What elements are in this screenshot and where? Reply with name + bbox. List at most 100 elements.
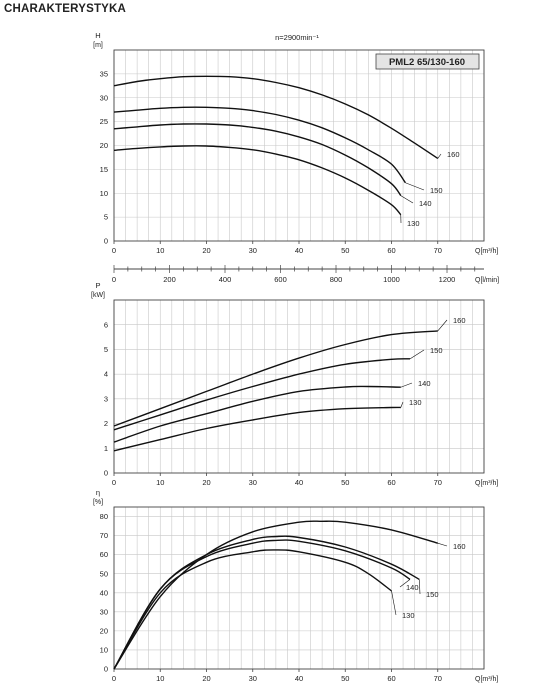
secondary-x-tick-label: 1000 xyxy=(383,275,400,284)
x-tick-label: 30 xyxy=(249,246,257,255)
series-curve-160 xyxy=(113,330,438,427)
x-tick-label: 10 xyxy=(156,674,164,683)
x-tick-label: 0 xyxy=(112,478,116,487)
series-label-130: 130 xyxy=(402,611,415,620)
series-label-leader xyxy=(409,349,425,360)
x-axis-label: Q[m³/h] xyxy=(475,480,498,487)
y-tick-label: 70 xyxy=(100,531,108,540)
y-tick-label: 30 xyxy=(100,93,108,102)
y-tick-label: 60 xyxy=(100,550,108,559)
series-label-160: 160 xyxy=(453,542,466,551)
series-label-130: 130 xyxy=(407,219,420,228)
series-label-leader xyxy=(391,590,397,616)
y-tick-label: 4 xyxy=(104,370,108,379)
series-curve-150 xyxy=(113,358,411,431)
series-label-leader xyxy=(418,579,421,595)
x-tick-label: 70 xyxy=(434,246,442,255)
y-tick-label: 5 xyxy=(104,213,108,222)
y-tick-label: 3 xyxy=(104,394,108,403)
x-tick-label: 50 xyxy=(341,246,349,255)
series-label-140: 140 xyxy=(419,199,432,208)
series-curve-130 xyxy=(113,549,392,670)
x-axis-label: Q[m³/h] xyxy=(475,248,498,255)
x-axis-label: Q[m³/h] xyxy=(475,676,498,683)
series-label-150: 150 xyxy=(430,346,443,355)
model-badge xyxy=(375,53,480,70)
series-label-leader xyxy=(400,382,413,388)
y-tick-label: 0 xyxy=(104,237,108,246)
y-axis-unit: [kW] xyxy=(91,292,105,299)
y-tick-label: 30 xyxy=(100,607,108,616)
y-tick-label: 6 xyxy=(104,320,108,329)
series-curve-140 xyxy=(113,385,401,443)
x-tick-label: 10 xyxy=(156,478,164,487)
x-tick-label: 70 xyxy=(434,674,442,683)
y-tick-label: 50 xyxy=(100,569,108,578)
chart-panel-2 xyxy=(113,299,485,476)
secondary-x-tick-label: 400 xyxy=(219,275,232,284)
secondary-x-tick-label: 0 xyxy=(112,275,116,284)
y-tick-label: 1 xyxy=(104,444,108,453)
series-label-leader xyxy=(399,579,411,588)
y-tick-label: 35 xyxy=(100,69,108,78)
series-label-150: 150 xyxy=(426,590,439,599)
x-tick-label: 50 xyxy=(341,674,349,683)
x-tick-label: 30 xyxy=(249,478,257,487)
x-tick-label: 30 xyxy=(249,674,257,683)
y-tick-label: 5 xyxy=(104,345,108,354)
y-tick-label: 0 xyxy=(104,665,108,674)
x-tick-label: 20 xyxy=(202,674,210,683)
x-tick-label: 20 xyxy=(202,246,210,255)
series-curve-130 xyxy=(113,406,401,452)
x-tick-label: 0 xyxy=(112,674,116,683)
series-label-leader xyxy=(437,319,448,332)
secondary-x-tick-label: 1200 xyxy=(439,275,456,284)
x-tick-label: 60 xyxy=(387,478,395,487)
series-curve-160 xyxy=(113,520,438,670)
series-label-leader xyxy=(400,401,404,408)
y-tick-label: 40 xyxy=(100,588,108,597)
series-curve-160 xyxy=(113,75,439,159)
y-axis-unit: [m] xyxy=(93,42,103,49)
x-tick-label: 60 xyxy=(387,246,395,255)
series-curve-150 xyxy=(113,106,406,184)
series-label-160: 160 xyxy=(447,150,460,159)
y-tick-label: 0 xyxy=(104,469,108,478)
x-tick-label: 70 xyxy=(434,478,442,487)
x-tick-label: 40 xyxy=(295,478,303,487)
chart-panel-3 xyxy=(113,506,485,672)
y-tick-label: 15 xyxy=(100,165,108,174)
x-tick-label: 50 xyxy=(341,478,349,487)
y-tick-label: 2 xyxy=(104,419,108,428)
y-tick-label: 10 xyxy=(100,646,108,655)
series-curve-140 xyxy=(113,123,402,197)
x-tick-label: 40 xyxy=(295,674,303,683)
secondary-x-tick-label: 800 xyxy=(330,275,343,284)
y-tick-label: 20 xyxy=(100,141,108,150)
speed-label: n=2900min⁻¹ xyxy=(275,33,319,42)
model-label: PML2 65/130-160 xyxy=(389,57,465,68)
secondary-x-axis-label: Q[l/min] xyxy=(475,277,499,284)
series-label-leader xyxy=(437,542,448,547)
x-tick-label: 60 xyxy=(387,674,395,683)
y-axis-label: η xyxy=(96,488,100,497)
series-curve-150 xyxy=(113,535,420,670)
y-tick-label: 10 xyxy=(100,189,108,198)
series-label-leader xyxy=(405,182,425,191)
y-axis-label: H xyxy=(95,31,100,40)
secondary-x-tick-label: 600 xyxy=(274,275,287,284)
y-axis-label: P xyxy=(95,281,100,290)
series-curve-130 xyxy=(113,145,402,216)
series-label-leader xyxy=(437,153,442,159)
series-label-140: 140 xyxy=(418,379,431,388)
x-tick-label: 40 xyxy=(295,246,303,255)
y-tick-label: 80 xyxy=(100,512,108,521)
x-tick-label: 10 xyxy=(156,246,164,255)
y-tick-label: 20 xyxy=(100,626,108,635)
series-curve-140 xyxy=(113,539,411,670)
chart-panel-1 xyxy=(113,49,485,273)
x-tick-label: 0 xyxy=(112,246,116,255)
series-label-160: 160 xyxy=(453,316,466,325)
x-tick-label: 20 xyxy=(202,478,210,487)
